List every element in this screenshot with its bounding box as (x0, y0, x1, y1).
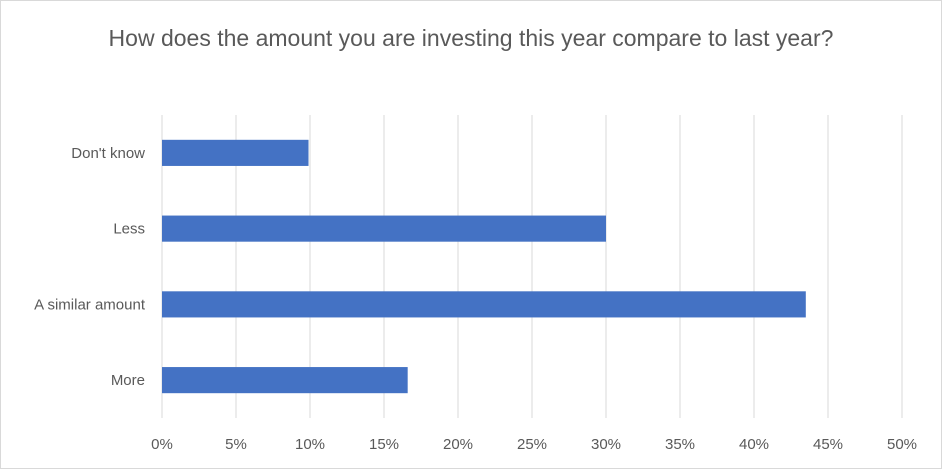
bar (162, 139, 309, 166)
x-tick-label: 0% (151, 436, 173, 453)
category-label: A similar amount (34, 296, 146, 313)
x-tick-label: 40% (739, 436, 769, 453)
bar (162, 367, 408, 394)
chart-title: How does the amount you are investing th… (108, 25, 834, 51)
category-labels: Don't know Less A similar amount More (34, 145, 146, 389)
x-axis-ticks: 0% 5% 10% 15% 20% 25% 30% 35% 40% 45% 50% (151, 436, 917, 453)
x-tick-label: 10% (295, 436, 325, 453)
category-label: Less (113, 221, 145, 238)
x-tick-label: 15% (369, 436, 399, 453)
category-label: Don't know (71, 145, 145, 162)
x-tick-label: 45% (813, 436, 843, 453)
x-tick-label: 30% (591, 436, 621, 453)
category-label: More (111, 372, 145, 389)
bar (162, 215, 606, 242)
x-tick-label: 25% (517, 436, 547, 453)
bar (162, 291, 806, 318)
x-tick-label: 35% (665, 436, 695, 453)
x-tick-label: 50% (887, 436, 917, 453)
bars (162, 139, 806, 394)
x-tick-label: 5% (225, 436, 247, 453)
x-tick-label: 20% (443, 436, 473, 453)
